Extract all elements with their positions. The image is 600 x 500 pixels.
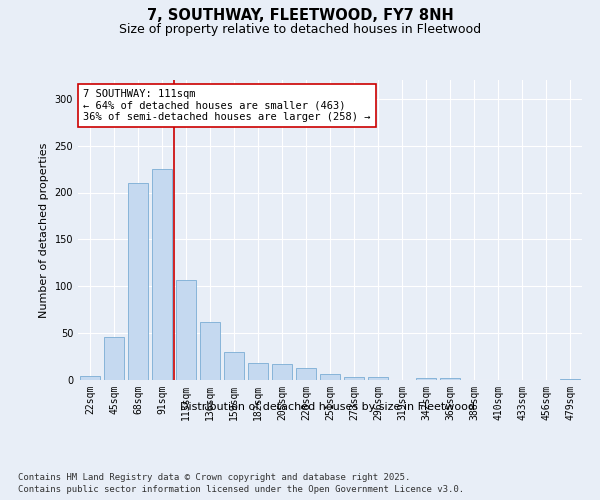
- Text: Contains public sector information licensed under the Open Government Licence v3: Contains public sector information licen…: [18, 485, 464, 494]
- Bar: [560, 379, 580, 380]
- Bar: [200, 322, 220, 380]
- Bar: [104, 337, 124, 380]
- Text: Size of property relative to detached houses in Fleetwood: Size of property relative to detached ho…: [119, 22, 481, 36]
- Bar: [416, 378, 436, 380]
- Bar: [296, 368, 316, 380]
- Bar: [248, 363, 268, 380]
- Bar: [128, 183, 148, 380]
- Text: Distribution of detached houses by size in Fleetwood: Distribution of detached houses by size …: [179, 402, 475, 412]
- Text: Contains HM Land Registry data © Crown copyright and database right 2025.: Contains HM Land Registry data © Crown c…: [18, 472, 410, 482]
- Bar: [368, 377, 388, 380]
- Bar: [176, 280, 196, 380]
- Bar: [440, 378, 460, 380]
- Bar: [80, 376, 100, 380]
- Bar: [320, 374, 340, 380]
- Text: 7 SOUTHWAY: 111sqm
← 64% of detached houses are smaller (463)
36% of semi-detach: 7 SOUTHWAY: 111sqm ← 64% of detached hou…: [83, 89, 371, 122]
- Bar: [224, 352, 244, 380]
- Bar: [152, 169, 172, 380]
- Bar: [272, 364, 292, 380]
- Y-axis label: Number of detached properties: Number of detached properties: [39, 142, 49, 318]
- Text: 7, SOUTHWAY, FLEETWOOD, FY7 8NH: 7, SOUTHWAY, FLEETWOOD, FY7 8NH: [146, 8, 454, 22]
- Bar: [344, 377, 364, 380]
